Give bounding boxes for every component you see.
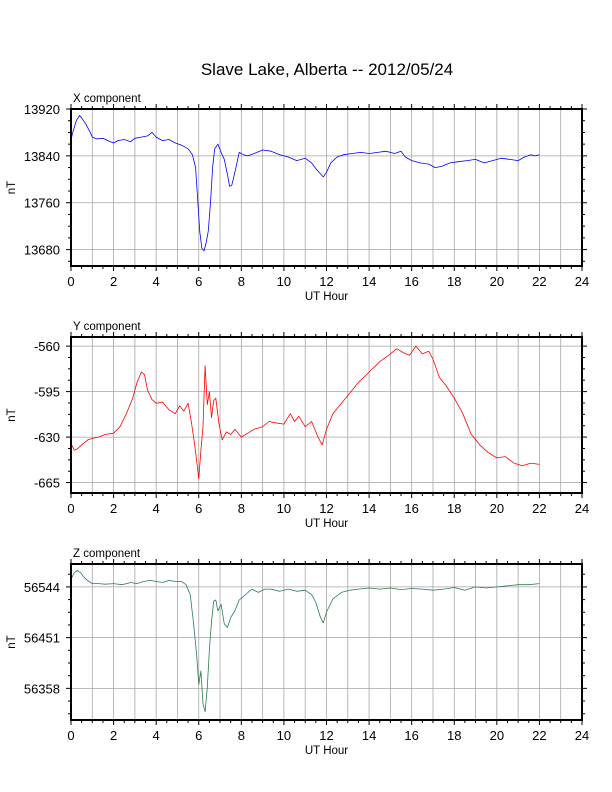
x-tick-label: 20 xyxy=(490,501,504,516)
x-tick-label: 12 xyxy=(319,274,333,289)
y-axis-label: nT xyxy=(6,408,18,421)
x-tick-label: 22 xyxy=(532,501,546,516)
x-tick-label: 20 xyxy=(490,728,504,743)
x-tick-label: 6 xyxy=(195,274,202,289)
x-tick-label: 20 xyxy=(490,274,504,289)
y-tick-label: 56544 xyxy=(24,580,60,595)
x-tick-label: 16 xyxy=(404,501,418,516)
x-tick-label: 4 xyxy=(153,501,160,516)
x-tick-label: 4 xyxy=(153,274,160,289)
x-tick-label: 14 xyxy=(362,728,376,743)
y-tick-label: 13840 xyxy=(24,149,60,164)
x-tick-label: 8 xyxy=(238,501,245,516)
x-tick-label: 24 xyxy=(575,501,589,516)
x-tick-label: 24 xyxy=(575,274,589,289)
x-tick-label: 0 xyxy=(67,501,74,516)
series-line-y xyxy=(70,345,540,480)
x-tick-label: 8 xyxy=(238,274,245,289)
x-tick-label: 18 xyxy=(447,501,461,516)
x-tick-label: 0 xyxy=(67,274,74,289)
panel-label: Y component xyxy=(73,321,141,333)
x-axis-label: UT Hour xyxy=(305,745,348,757)
x-tick-label: 18 xyxy=(447,274,461,289)
y-tick-label: -560 xyxy=(34,339,60,354)
series-line-x xyxy=(70,115,540,252)
x-axis-label: UT Hour xyxy=(305,291,348,303)
y-tick-label: -595 xyxy=(34,385,60,400)
x-tick-label: 0 xyxy=(67,728,74,743)
series-line-z xyxy=(70,570,540,713)
x-tick-label: 10 xyxy=(277,501,291,516)
x-tick-label: 12 xyxy=(319,501,333,516)
x-axis-label: UT Hour xyxy=(305,518,348,530)
x-tick-label: 2 xyxy=(110,501,117,516)
x-tick-label: 16 xyxy=(404,728,418,743)
x-tick-label: 2 xyxy=(110,274,117,289)
y-tick-label: -630 xyxy=(34,430,60,445)
x-tick-label: 6 xyxy=(195,501,202,516)
x-tick-label: 10 xyxy=(277,728,291,743)
y-axis-label: nT xyxy=(6,635,18,648)
x-tick-label: 12 xyxy=(319,728,333,743)
x-tick-label: 14 xyxy=(362,274,376,289)
x-tick-label: 8 xyxy=(238,728,245,743)
x-tick-label: 14 xyxy=(362,501,376,516)
y-axis-label: nT xyxy=(6,181,18,194)
x-tick-label: 10 xyxy=(277,274,291,289)
x-tick-label: 24 xyxy=(575,728,589,743)
figure-title: Slave Lake, Alberta -- 2012/05/24 xyxy=(201,60,453,79)
x-tick-label: 18 xyxy=(447,728,461,743)
panel-label: X component xyxy=(73,93,142,105)
y-tick-label: 56358 xyxy=(24,681,60,696)
y-tick-label: 13920 xyxy=(24,102,60,117)
y-tick-label: 56451 xyxy=(24,631,60,646)
x-tick-label: 6 xyxy=(195,728,202,743)
y-tick-label: 13680 xyxy=(24,243,60,258)
x-tick-label: 2 xyxy=(110,728,117,743)
y-tick-label: -665 xyxy=(34,476,60,491)
x-tick-label: 22 xyxy=(532,728,546,743)
x-tick-label: 22 xyxy=(532,274,546,289)
x-tick-label: 16 xyxy=(404,274,418,289)
y-tick-label: 13760 xyxy=(24,196,60,211)
panel-label: Z component xyxy=(73,548,141,560)
x-tick-label: 4 xyxy=(153,728,160,743)
